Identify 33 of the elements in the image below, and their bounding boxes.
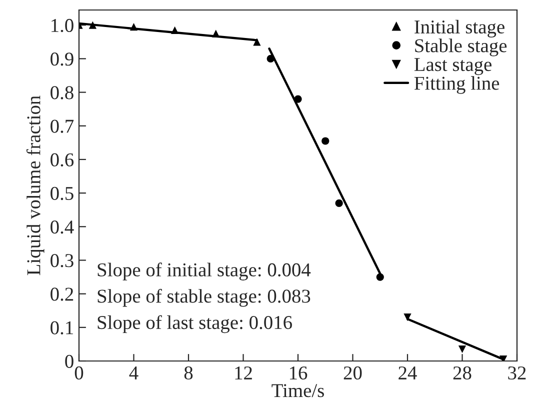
y-tick-label: 1.0 bbox=[52, 18, 74, 32]
x-tick-label: 24 bbox=[398, 366, 417, 380]
legend-label: Stable stage bbox=[415, 38, 507, 56]
y-tick-label: 0.8 bbox=[50, 86, 74, 100]
y-tick-label: 0 bbox=[65, 354, 74, 368]
x-tick-label: 8 bbox=[184, 366, 193, 380]
x-tick-label: 28 bbox=[453, 366, 472, 380]
legend-label: Initial stage bbox=[414, 20, 504, 38]
y-tick-label: 0.6 bbox=[50, 153, 74, 166]
y-tick-label: 0.5 bbox=[50, 186, 74, 200]
x-tick-label: 20 bbox=[344, 366, 362, 380]
x-tick-label: 12 bbox=[235, 366, 252, 380]
x-axis-title: Time/s bbox=[272, 384, 324, 398]
y-tick-label: 0.7 bbox=[50, 120, 74, 133]
point bbox=[322, 137, 330, 145]
x-tick-label: 32 bbox=[508, 366, 526, 380]
annotation: Slope of last stage: 0.016 bbox=[98, 315, 292, 334]
y-tick-label: 0.2 bbox=[50, 288, 74, 301]
point bbox=[376, 273, 384, 281]
y-tick-label: 0.9 bbox=[50, 52, 74, 66]
x-tick-label: 0 bbox=[74, 366, 84, 380]
point bbox=[458, 345, 466, 354]
y-tick-label: 0.1 bbox=[50, 321, 73, 334]
point bbox=[335, 199, 343, 207]
y-tick-label: 0.4 bbox=[50, 220, 74, 234]
x-tick-label: 4 bbox=[129, 366, 138, 380]
x-tick-label: 16 bbox=[290, 366, 308, 380]
annotation: Slope of initial stage: 0.004 bbox=[98, 262, 311, 280]
legend-label: Last stage bbox=[414, 58, 492, 76]
y-axis-title: Liquid volume fraction bbox=[26, 96, 44, 276]
legend-label: Fitting line bbox=[414, 76, 500, 94]
annotation: Slope of stable stage: 0.083 bbox=[98, 288, 310, 307]
y-tick-label: 0.3 bbox=[50, 254, 74, 268]
